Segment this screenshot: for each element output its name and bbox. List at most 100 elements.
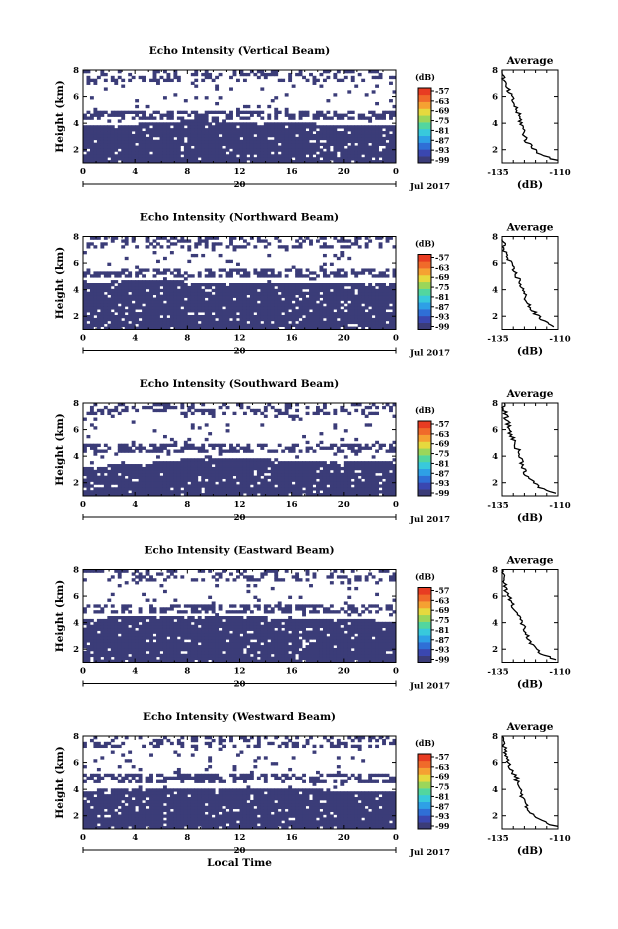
heatmap-cell xyxy=(277,478,282,482)
heatmap-cell xyxy=(162,145,167,149)
heatmap-cell xyxy=(350,303,355,307)
heatmap-cell xyxy=(117,443,122,447)
heatmap-cell xyxy=(284,107,289,112)
heatmap-cell xyxy=(96,443,101,447)
heatmap-cell xyxy=(107,136,112,141)
heatmap-cell xyxy=(162,148,167,152)
heatmap-cell xyxy=(114,271,119,275)
heatmap-cell xyxy=(305,326,310,330)
heatmap-cell xyxy=(357,294,362,298)
heatmap-cell xyxy=(249,469,254,474)
heatmap-cell xyxy=(89,160,94,164)
heatmap-cell xyxy=(89,618,94,623)
heatmap-cell xyxy=(110,151,115,155)
heatmap-cell xyxy=(197,300,202,304)
heatmap-cell xyxy=(86,145,91,149)
heatmap-cell xyxy=(336,256,341,261)
heatmap-cell xyxy=(173,309,178,313)
heatmap-cell xyxy=(364,125,369,129)
heatmap-cell xyxy=(159,283,164,287)
heatmap-cell xyxy=(229,303,233,307)
heatmap-cell xyxy=(100,145,105,149)
heatmap-cell xyxy=(194,78,199,83)
heatmap-cell xyxy=(333,93,338,97)
heatmap-cell xyxy=(156,268,160,272)
heatmap-cell xyxy=(204,133,209,138)
heatmap-cell xyxy=(96,478,101,482)
heatmap-cell xyxy=(142,484,146,488)
heatmap-cell xyxy=(319,446,324,450)
heatmap-cell xyxy=(103,154,108,158)
heatmap-cell xyxy=(263,466,268,471)
heatmap-cell xyxy=(176,320,181,325)
heatmap-cell xyxy=(322,403,327,407)
heatmap-cell xyxy=(347,245,352,249)
heatmap-cell xyxy=(208,268,213,272)
heatmap-cell xyxy=(354,320,359,325)
heatmap-cell xyxy=(201,493,206,497)
heatmap-cell xyxy=(329,133,334,138)
heatmap-cell xyxy=(368,469,373,474)
heatmap-cell xyxy=(156,157,160,161)
heatmap-cell xyxy=(96,633,101,637)
heatmap-cell xyxy=(326,110,331,114)
heatmap-cell xyxy=(354,314,359,319)
heatmap-cell xyxy=(225,405,230,410)
heatmap-cell xyxy=(333,461,338,465)
heatmap-cell xyxy=(329,323,334,327)
heatmap-cell xyxy=(274,157,279,161)
heatmap-cell xyxy=(218,452,223,456)
heatmap-cell xyxy=(343,326,348,330)
heatmap-cell xyxy=(309,291,313,296)
heatmap-cell xyxy=(218,478,223,482)
heatmap-cell xyxy=(336,326,341,330)
heatmap-cell xyxy=(375,136,380,141)
heatmap-cell xyxy=(322,271,327,275)
heatmap-cell xyxy=(176,133,181,138)
heatmap-cell xyxy=(249,142,254,146)
heatmap-cell xyxy=(326,493,331,497)
heatmap-cell xyxy=(152,251,157,255)
heatmap-cell xyxy=(117,142,122,146)
heatmap-cell xyxy=(375,101,380,106)
heatmap-cell xyxy=(103,303,108,307)
heatmap-cell xyxy=(281,78,286,83)
heatmap-cell xyxy=(378,285,383,290)
heatmap-cell xyxy=(180,411,185,416)
heatmap-cell xyxy=(89,314,94,319)
heatmap-cell xyxy=(267,157,272,161)
heatmap-cell xyxy=(229,139,233,144)
heatmap-cell xyxy=(114,464,119,468)
heatmap-cell xyxy=(176,157,181,161)
heatmap-cell xyxy=(239,314,244,319)
heatmap-cell xyxy=(215,312,220,316)
heatmap-cell xyxy=(121,151,126,155)
heatmap-cell xyxy=(284,411,289,416)
heatmap-cell xyxy=(347,475,352,479)
heatmap-cell xyxy=(114,472,119,477)
heatmap-cell xyxy=(389,493,393,497)
heatmap-cell xyxy=(208,408,213,413)
heatmap-cell xyxy=(375,154,380,158)
heatmap-cell xyxy=(204,119,209,123)
heatmap-cell xyxy=(86,621,91,626)
heatmap-cell xyxy=(173,128,178,132)
heatmap-cell xyxy=(173,133,178,138)
heatmap-cell xyxy=(208,466,213,471)
heatmap-cell xyxy=(229,490,233,494)
colorbar-tick-label: -87 xyxy=(435,302,449,312)
heatmap-cell xyxy=(218,446,223,450)
heatmap-cell xyxy=(124,142,129,146)
heatmap-cell xyxy=(347,466,352,471)
heatmap-cell xyxy=(93,490,98,494)
heatmap-cell xyxy=(190,285,195,290)
heatmap-cell xyxy=(284,160,289,164)
heatmap-cell xyxy=(232,268,237,272)
heatmap-cell xyxy=(110,326,115,330)
heatmap-cell xyxy=(322,160,327,164)
heatmap-cell xyxy=(316,405,320,410)
heatmap-cell xyxy=(138,136,143,141)
heatmap-cell xyxy=(246,104,251,109)
heatmap-cell xyxy=(267,242,272,246)
heatmap-cell xyxy=(236,306,240,310)
